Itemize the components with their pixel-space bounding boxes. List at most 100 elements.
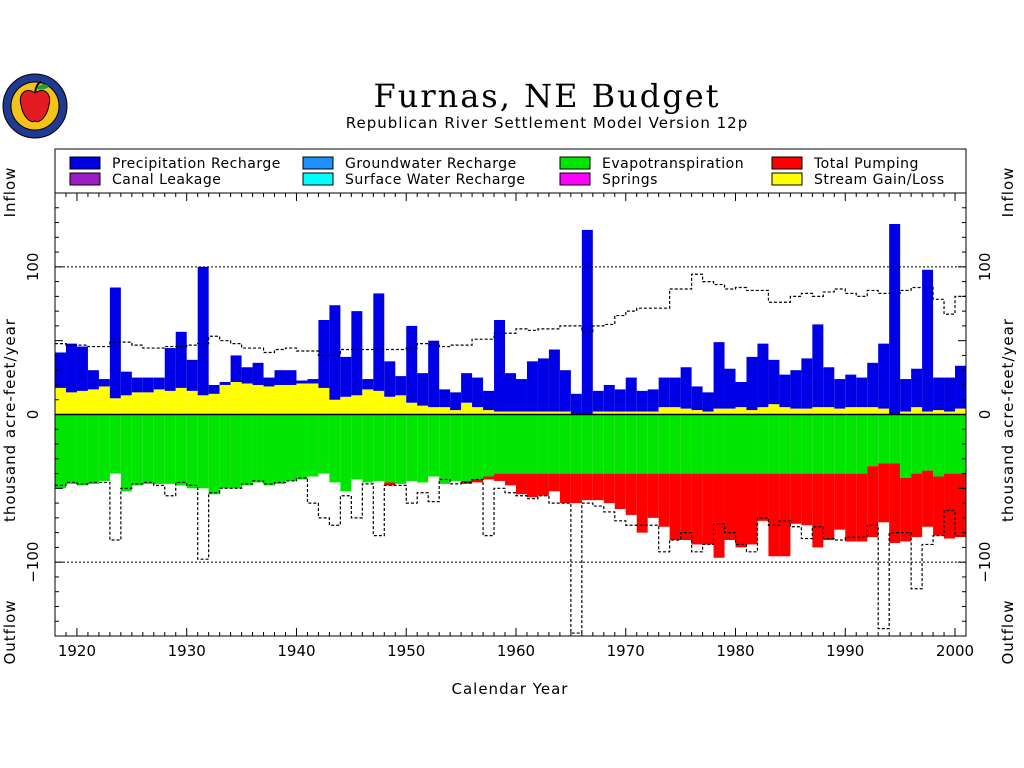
bar-stream-gain-loss-1967 — [592, 411, 604, 415]
bar-precipitation-recharge-1944 — [340, 356, 352, 397]
legend-swatch — [302, 172, 334, 186]
bar-precipitation-recharge-1942 — [318, 319, 330, 388]
bar-total-pumping-1986 — [801, 473, 813, 526]
bar-precipitation-recharge-1988 — [823, 367, 835, 408]
bar-stream-gain-loss-1969 — [614, 411, 626, 415]
bar-stream-gain-loss-1941 — [307, 383, 319, 415]
bar-total-pumping-1964 — [559, 473, 571, 504]
bar-evapotranspiration-1926 — [142, 414, 154, 484]
bar-precipitation-recharge-1941 — [307, 379, 319, 384]
bar-stream-gain-loss-1942 — [318, 387, 330, 415]
bar-precipitation-recharge-1929 — [175, 331, 187, 388]
bar-stream-gain-loss-1986 — [801, 408, 813, 415]
bar-stream-gain-loss-1958 — [494, 411, 506, 415]
bar-precipitation-recharge-1932 — [208, 384, 220, 394]
bar-precipitation-recharge-1956 — [472, 377, 484, 408]
y-axis-label-right: thousand acre-feet/year — [999, 318, 1017, 522]
bar-stream-gain-loss-1937 — [263, 386, 275, 415]
bar-precipitation-recharge-1975 — [680, 367, 692, 409]
bar-evapotranspiration-1960 — [515, 414, 527, 474]
bar-stream-gain-loss-1976 — [691, 410, 703, 415]
bar-stream-gain-loss-1936 — [252, 384, 264, 415]
y-tick-label-right: 100 — [976, 253, 994, 282]
bar-stream-gain-loss-1954 — [450, 410, 462, 415]
bar-stream-gain-loss-1983 — [768, 404, 780, 415]
bar-precipitation-recharge-1960 — [515, 379, 527, 412]
bar-stream-gain-loss-1945 — [351, 395, 363, 415]
bar-evapotranspiration-1965 — [570, 414, 582, 474]
y-tick-label-left: 0 — [24, 410, 42, 420]
bar-evapotranspiration-1920 — [76, 414, 88, 486]
bar-evapotranspiration-1939 — [285, 414, 297, 481]
bar-evapotranspiration-1976 — [691, 414, 703, 474]
bar-precipitation-recharge-1976 — [691, 386, 703, 411]
bar-precipitation-recharge-1968 — [603, 384, 615, 412]
bar-precipitation-recharge-1981 — [746, 356, 758, 411]
bar-precipitation-recharge-1958 — [494, 319, 506, 412]
bar-precipitation-recharge-1967 — [592, 390, 604, 412]
bar-stream-gain-loss-1928 — [164, 390, 176, 415]
bar-evapotranspiration-1933 — [219, 414, 231, 489]
bar-stream-gain-loss-1933 — [219, 384, 231, 415]
bar-stream-gain-loss-1962 — [537, 411, 549, 415]
bar-stream-gain-loss-1952 — [428, 407, 440, 415]
bar-total-pumping-1962 — [537, 473, 549, 496]
bar-precipitation-recharge-1980 — [735, 382, 747, 408]
bar-total-pumping-1983 — [768, 473, 780, 557]
bar-total-pumping-1980 — [735, 473, 747, 548]
bar-stream-gain-loss-1925 — [131, 392, 143, 415]
bar-evapotranspiration-1967 — [592, 414, 604, 474]
bar-evapotranspiration-1977 — [702, 414, 714, 474]
bar-precipitation-recharge-1995 — [900, 379, 912, 412]
bar-evapotranspiration-1922 — [98, 414, 110, 481]
bar-evapotranspiration-1962 — [537, 414, 549, 474]
bar-evapotranspiration-1944 — [340, 414, 352, 492]
bar-precipitation-recharge-1920 — [76, 346, 88, 391]
bar-evapotranspiration-1990 — [845, 414, 857, 474]
bar-evapotranspiration-1969 — [614, 414, 626, 474]
bar-precipitation-recharge-1957 — [483, 390, 495, 411]
legend-label: Canal Leakage — [112, 172, 221, 188]
bar-evapotranspiration-1949 — [395, 414, 407, 484]
bar-precipitation-recharge-1987 — [812, 324, 824, 408]
bar-evapotranspiration-1994 — [889, 414, 901, 464]
bar-total-pumping-1992 — [867, 466, 879, 538]
bar-evapotranspiration-1987 — [812, 414, 824, 474]
bar-stream-gain-loss-1944 — [340, 396, 352, 415]
bar-precipitation-recharge-1997 — [922, 269, 934, 412]
bar-precipitation-recharge-1994 — [889, 224, 901, 415]
bar-stream-gain-loss-1982 — [757, 407, 769, 415]
bar-precipitation-recharge-1966 — [581, 229, 593, 415]
bar-evapotranspiration-1996 — [911, 414, 923, 474]
bar-precipitation-recharge-1965 — [570, 393, 582, 415]
bar-evapotranspiration-1995 — [900, 414, 912, 478]
bar-stream-gain-loss-1935 — [241, 383, 253, 415]
bar-stream-gain-loss-1963 — [548, 411, 560, 415]
bar-precipitation-recharge-1959 — [505, 373, 516, 412]
bar-total-pumping-1973 — [658, 473, 670, 527]
bar-precipitation-recharge-1969 — [614, 389, 626, 412]
bar-precipitation-recharge-1935 — [241, 367, 253, 384]
bar-evapotranspiration-1972 — [647, 414, 659, 474]
x-tick-label: 1980 — [716, 642, 754, 660]
bar-precipitation-recharge-1971 — [636, 390, 648, 412]
bar-precipitation-recharge-1948 — [384, 361, 396, 397]
bar-total-pumping-1971 — [636, 473, 648, 533]
bar-total-pumping-1965 — [570, 473, 582, 504]
bar-stream-gain-loss-1988 — [823, 407, 835, 415]
bar-stream-gain-loss-1946 — [362, 389, 374, 415]
bar-evapotranspiration-1978 — [713, 414, 725, 474]
bar-stream-gain-loss-1974 — [669, 407, 681, 415]
bar-total-pumping-1970 — [625, 473, 637, 515]
bar-stream-gain-loss-1955 — [461, 402, 473, 415]
bar-stream-gain-loss-1970 — [625, 411, 637, 415]
x-tick-label: 1990 — [826, 642, 864, 660]
bar-precipitation-recharge-1991 — [856, 377, 868, 408]
bar-stream-gain-loss-1957 — [483, 410, 495, 415]
chart-subtitle: Republican River Settlement Model Versio… — [346, 114, 748, 132]
bar-total-pumping-1967 — [592, 473, 604, 501]
plot-area: 1920 1930 1940 1950 1960 1970 1980 1990 2000 100 1… — [24, 192, 994, 660]
bar-precipitation-recharge-1979 — [724, 368, 736, 409]
x-tick-label: 2000 — [936, 642, 974, 660]
